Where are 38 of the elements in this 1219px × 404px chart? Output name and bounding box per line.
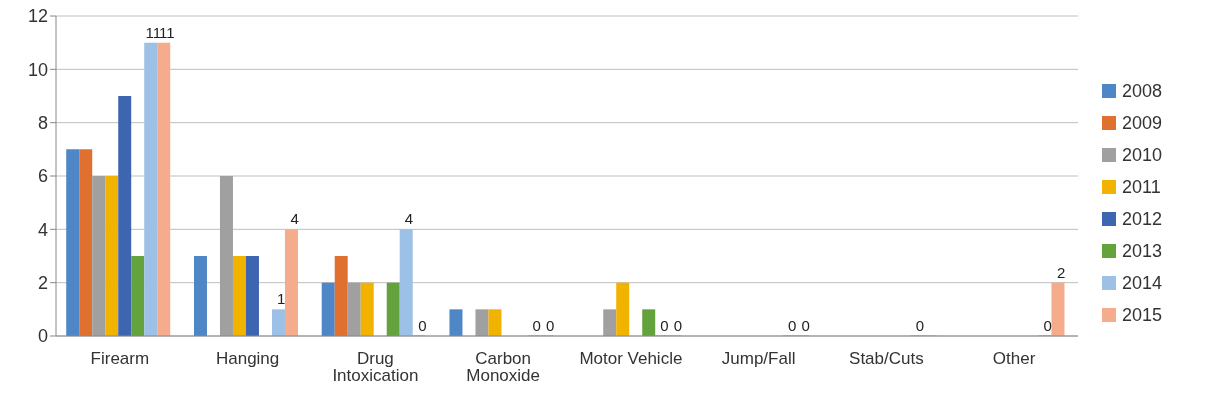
x-tick-label: Motor Vehicle [579,349,683,369]
data-label: 0 [532,317,541,334]
y-tick-label: 6 [37,166,48,187]
data-label: 4 [290,210,299,228]
legend-label: 2009 [1122,112,1163,134]
y-tick-label: 8 [37,113,48,134]
data-label: 4 [404,210,414,228]
y-tick-label: 4 [37,219,48,240]
data-label: 0 [673,317,682,334]
x-tick-label: Firearm [90,349,150,369]
legend-label: 2013 [1122,240,1163,262]
data-label: 0 [418,317,427,334]
data-label: 0 [801,317,810,334]
data-label: 0 [545,317,555,334]
x-tick-label: Stab/Cuts [849,349,924,369]
data-label: 11 [159,23,175,41]
data-label: 0 [660,317,669,334]
data-label: 0 [787,317,797,334]
x-tick-label: Drug Intoxication [332,349,419,386]
data-label: 11 [145,23,162,41]
x-tick-label: Other [992,349,1036,369]
data-label: 0 [1043,317,1052,334]
x-tick-label: Hanging [215,349,280,369]
legend-label: 2008 [1122,80,1163,102]
legend-label: 2015 [1122,304,1163,326]
y-tick-label: 0 [37,326,48,347]
legend-label: 2011 [1122,176,1161,198]
data-label: 1 [276,290,286,308]
y-tick-label: 2 [37,273,48,294]
legend-label: 2010 [1122,144,1163,166]
data-label: 0 [915,317,925,334]
y-tick-label: 10 [27,59,48,80]
y-tick-label: 12 [27,6,48,27]
data-label: 2 [1056,263,1066,281]
x-tick-label: Carbon Monoxide [466,349,540,386]
x-tick-label: Jump/Fall [721,349,796,369]
legend-label: 2014 [1122,272,1163,294]
legend-label: 2012 [1122,208,1163,230]
